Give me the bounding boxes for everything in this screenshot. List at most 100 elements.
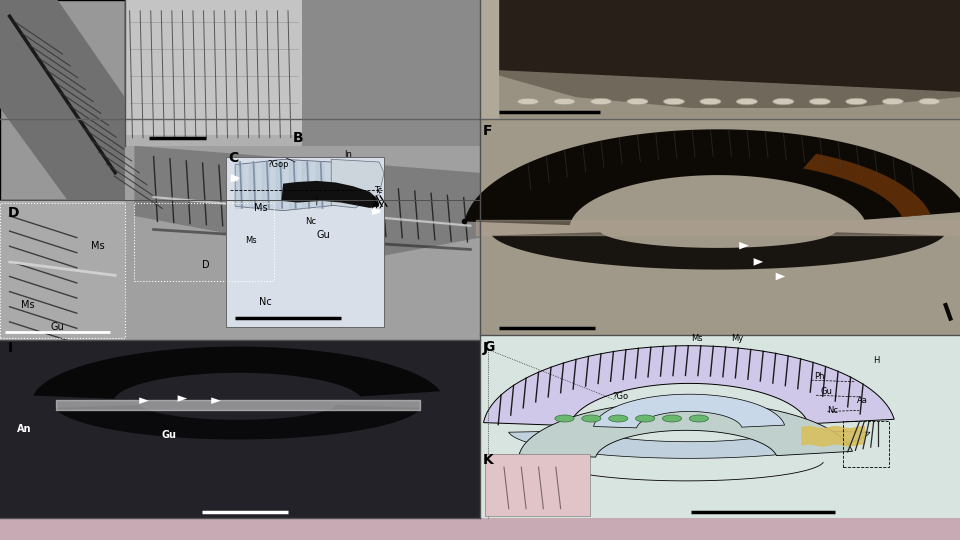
Bar xyxy=(0,518,960,540)
Bar xyxy=(480,119,960,335)
Text: G: G xyxy=(483,340,494,354)
Text: My: My xyxy=(732,334,744,343)
Polygon shape xyxy=(0,0,125,200)
Text: Ms: Ms xyxy=(691,334,703,343)
Ellipse shape xyxy=(662,415,682,422)
Polygon shape xyxy=(593,394,784,428)
Ellipse shape xyxy=(609,415,628,422)
Text: C: C xyxy=(228,151,239,165)
Bar xyxy=(0,200,125,340)
Bar xyxy=(485,454,590,516)
Ellipse shape xyxy=(809,98,830,105)
Bar xyxy=(226,157,384,327)
Bar xyxy=(843,421,889,467)
Polygon shape xyxy=(139,397,149,404)
Bar xyxy=(480,0,960,119)
Text: K: K xyxy=(483,453,493,467)
Text: Gu: Gu xyxy=(161,430,177,440)
Bar xyxy=(125,146,480,340)
Text: B: B xyxy=(293,131,303,145)
Bar xyxy=(0,202,125,338)
Polygon shape xyxy=(55,405,421,440)
Ellipse shape xyxy=(590,98,612,105)
Ellipse shape xyxy=(700,98,721,105)
Bar xyxy=(485,454,590,516)
Ellipse shape xyxy=(582,415,601,422)
Bar xyxy=(0,200,125,340)
Text: Ph: Ph xyxy=(814,372,825,381)
Polygon shape xyxy=(372,208,380,214)
Polygon shape xyxy=(281,181,379,208)
Polygon shape xyxy=(178,395,187,402)
Bar xyxy=(0,200,480,340)
Bar xyxy=(125,0,302,146)
Bar xyxy=(480,119,960,335)
Text: Gu: Gu xyxy=(317,230,330,240)
Polygon shape xyxy=(492,232,945,269)
Text: J: J xyxy=(483,341,488,355)
Text: I: I xyxy=(8,341,12,355)
Text: H: H xyxy=(874,356,880,364)
Text: Ms: Ms xyxy=(91,241,105,251)
Polygon shape xyxy=(231,175,239,181)
Ellipse shape xyxy=(555,415,574,422)
Polygon shape xyxy=(465,130,960,225)
Polygon shape xyxy=(134,146,480,259)
Text: ?Gop: ?Gop xyxy=(267,160,288,169)
Bar xyxy=(480,335,960,518)
Bar xyxy=(480,119,960,335)
Ellipse shape xyxy=(636,415,655,422)
Text: Nc: Nc xyxy=(259,298,272,307)
Ellipse shape xyxy=(517,98,539,105)
Polygon shape xyxy=(34,347,441,399)
Polygon shape xyxy=(235,159,341,211)
Ellipse shape xyxy=(554,98,575,105)
Polygon shape xyxy=(499,0,960,108)
FancyBboxPatch shape xyxy=(0,0,125,200)
Bar xyxy=(480,335,960,518)
Text: Nc: Nc xyxy=(828,406,838,415)
Ellipse shape xyxy=(919,98,940,105)
Text: Ms: Ms xyxy=(21,300,35,310)
Bar xyxy=(480,0,960,119)
Text: Ms: Ms xyxy=(254,203,268,213)
Ellipse shape xyxy=(882,98,903,105)
Bar xyxy=(125,135,302,146)
Polygon shape xyxy=(509,430,870,458)
Polygon shape xyxy=(519,402,852,457)
Polygon shape xyxy=(211,397,221,404)
Polygon shape xyxy=(803,154,930,217)
Text: Nc: Nc xyxy=(305,217,316,226)
Ellipse shape xyxy=(773,98,794,105)
Bar xyxy=(0,202,125,338)
Text: Tc: Tc xyxy=(374,186,383,194)
Ellipse shape xyxy=(663,98,684,105)
Polygon shape xyxy=(296,188,303,195)
Bar xyxy=(0,340,480,518)
Text: Gu: Gu xyxy=(821,387,832,396)
Ellipse shape xyxy=(689,415,708,422)
Bar xyxy=(485,454,590,516)
Text: Gu: Gu xyxy=(51,322,64,332)
Polygon shape xyxy=(754,258,763,266)
Text: Ms: Ms xyxy=(245,236,256,245)
Bar xyxy=(0,0,125,200)
Text: D: D xyxy=(202,260,209,269)
Ellipse shape xyxy=(627,98,648,105)
Ellipse shape xyxy=(846,98,867,105)
Text: D: D xyxy=(8,206,19,220)
Bar xyxy=(226,157,384,327)
Text: An: An xyxy=(17,424,32,434)
Polygon shape xyxy=(499,70,960,119)
Text: Aa: Aa xyxy=(857,396,868,405)
Bar xyxy=(480,335,960,518)
Polygon shape xyxy=(776,273,785,280)
Text: ?Go: ?Go xyxy=(612,393,629,401)
Bar xyxy=(226,148,384,327)
Bar xyxy=(134,202,274,281)
Polygon shape xyxy=(739,242,749,249)
Ellipse shape xyxy=(736,98,757,105)
Bar xyxy=(125,0,302,146)
Polygon shape xyxy=(484,346,894,426)
Bar xyxy=(0,340,480,518)
